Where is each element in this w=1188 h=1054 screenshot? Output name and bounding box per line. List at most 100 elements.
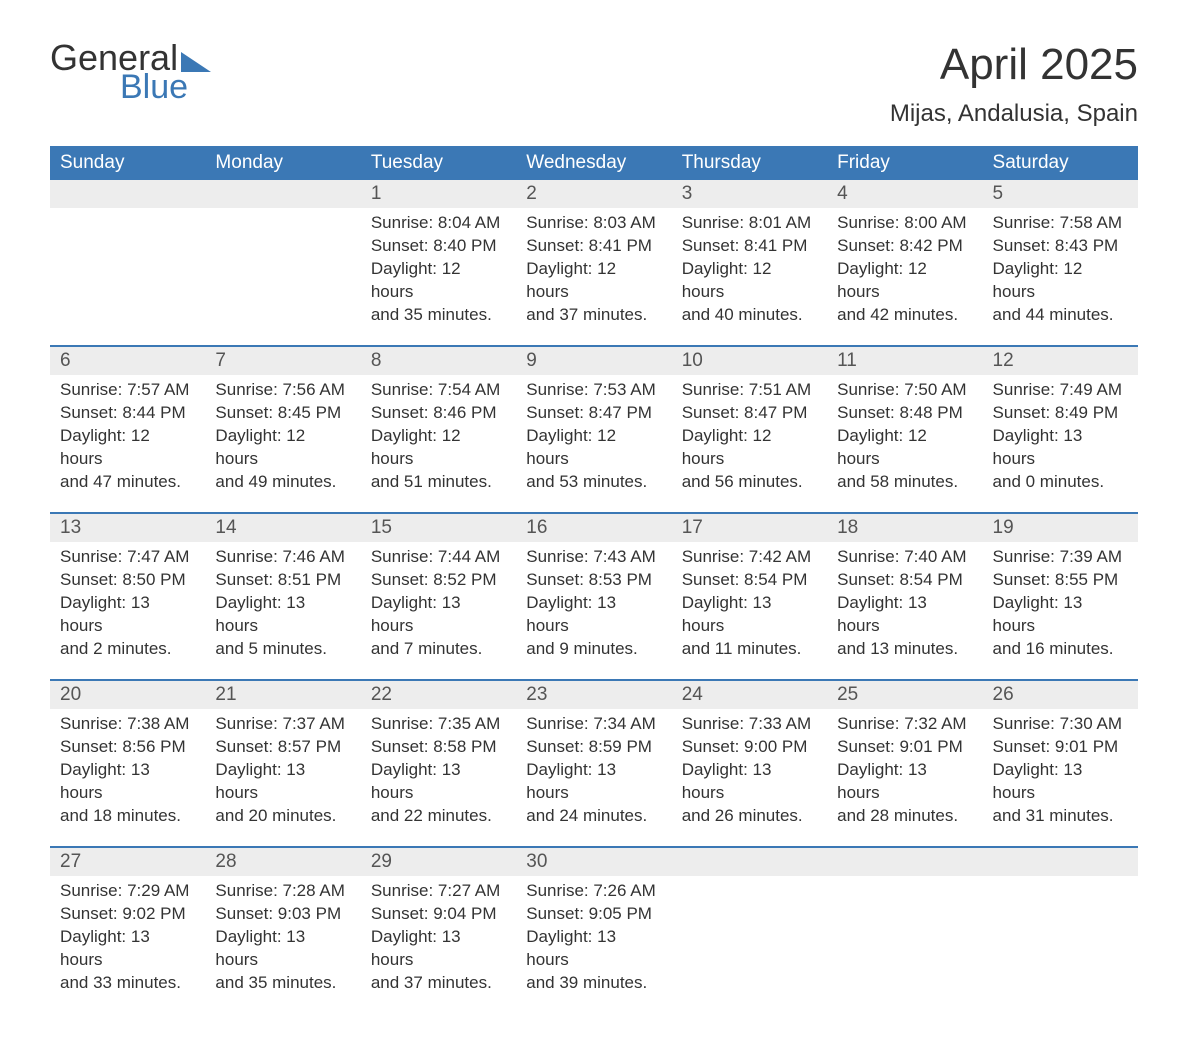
day-cell: Sunrise: 7:50 AMSunset: 8:48 PMDaylight:… <box>827 375 982 513</box>
day-cell: Sunrise: 7:58 AMSunset: 8:43 PMDaylight:… <box>983 208 1138 346</box>
week-body-row: Sunrise: 7:29 AMSunset: 9:02 PMDaylight:… <box>50 876 1138 1014</box>
day-cell: Sunrise: 8:04 AMSunset: 8:40 PMDaylight:… <box>361 208 516 346</box>
day-number-cell: 25 <box>827 680 982 709</box>
day-number-cell: 7 <box>205 346 360 375</box>
day-number: 18 <box>827 514 982 542</box>
day-header: Saturday <box>983 146 1138 180</box>
day-number: 12 <box>983 347 1138 375</box>
week-daynum-row: 12345 <box>50 180 1138 208</box>
day-details: Sunrise: 8:04 AMSunset: 8:40 PMDaylight:… <box>361 208 516 337</box>
week-body-row: Sunrise: 8:04 AMSunset: 8:40 PMDaylight:… <box>50 208 1138 346</box>
day-details: Sunrise: 7:40 AMSunset: 8:54 PMDaylight:… <box>827 542 982 671</box>
day-cell: Sunrise: 7:30 AMSunset: 9:01 PMDaylight:… <box>983 709 1138 847</box>
day-details: Sunrise: 7:54 AMSunset: 8:46 PMDaylight:… <box>361 375 516 504</box>
day-number: 13 <box>50 514 205 542</box>
day-cell: Sunrise: 7:26 AMSunset: 9:05 PMDaylight:… <box>516 876 671 1014</box>
day-cell: Sunrise: 7:44 AMSunset: 8:52 PMDaylight:… <box>361 542 516 680</box>
day-details: Sunrise: 7:46 AMSunset: 8:51 PMDaylight:… <box>205 542 360 671</box>
day-number-cell: 21 <box>205 680 360 709</box>
day-cell: Sunrise: 7:34 AMSunset: 8:59 PMDaylight:… <box>516 709 671 847</box>
day-header: Monday <box>205 146 360 180</box>
day-details: Sunrise: 7:42 AMSunset: 8:54 PMDaylight:… <box>672 542 827 671</box>
day-cell: Sunrise: 7:57 AMSunset: 8:44 PMDaylight:… <box>50 375 205 513</box>
day-details: Sunrise: 7:47 AMSunset: 8:50 PMDaylight:… <box>50 542 205 671</box>
day-details: Sunrise: 7:29 AMSunset: 9:02 PMDaylight:… <box>50 876 205 1005</box>
day-number: 19 <box>983 514 1138 542</box>
day-number-cell: 26 <box>983 680 1138 709</box>
day-cell: Sunrise: 7:28 AMSunset: 9:03 PMDaylight:… <box>205 876 360 1014</box>
day-number-cell: 19 <box>983 513 1138 542</box>
day-details: Sunrise: 7:51 AMSunset: 8:47 PMDaylight:… <box>672 375 827 504</box>
week-daynum-row: 13141516171819 <box>50 513 1138 542</box>
week-body-row: Sunrise: 7:57 AMSunset: 8:44 PMDaylight:… <box>50 375 1138 513</box>
day-number-cell: 5 <box>983 180 1138 208</box>
day-cell: Sunrise: 7:40 AMSunset: 8:54 PMDaylight:… <box>827 542 982 680</box>
day-details: Sunrise: 8:00 AMSunset: 8:42 PMDaylight:… <box>827 208 982 337</box>
day-details: Sunrise: 7:56 AMSunset: 8:45 PMDaylight:… <box>205 375 360 504</box>
day-number-cell: 14 <box>205 513 360 542</box>
day-number-cell: 16 <box>516 513 671 542</box>
day-cell: Sunrise: 7:33 AMSunset: 9:00 PMDaylight:… <box>672 709 827 847</box>
logo: General Blue <box>50 40 211 104</box>
day-cell: Sunrise: 7:35 AMSunset: 8:58 PMDaylight:… <box>361 709 516 847</box>
day-header: Thursday <box>672 146 827 180</box>
day-number: 21 <box>205 681 360 709</box>
day-number: 22 <box>361 681 516 709</box>
logo-word-blue: Blue <box>120 70 211 104</box>
day-cell: Sunrise: 7:49 AMSunset: 8:49 PMDaylight:… <box>983 375 1138 513</box>
day-details: Sunrise: 7:50 AMSunset: 8:48 PMDaylight:… <box>827 375 982 504</box>
day-number-cell: 12 <box>983 346 1138 375</box>
week-daynum-row: 27282930 <box>50 847 1138 876</box>
day-number-cell <box>672 847 827 876</box>
day-number-cell: 1 <box>361 180 516 208</box>
day-number: 5 <box>983 180 1138 208</box>
week-daynum-row: 20212223242526 <box>50 680 1138 709</box>
day-details: Sunrise: 8:03 AMSunset: 8:41 PMDaylight:… <box>516 208 671 337</box>
day-number-cell: 13 <box>50 513 205 542</box>
day-details: Sunrise: 7:38 AMSunset: 8:56 PMDaylight:… <box>50 709 205 838</box>
day-cell: Sunrise: 7:56 AMSunset: 8:45 PMDaylight:… <box>205 375 360 513</box>
day-details: Sunrise: 7:39 AMSunset: 8:55 PMDaylight:… <box>983 542 1138 671</box>
calendar-table: SundayMondayTuesdayWednesdayThursdayFrid… <box>50 146 1138 1014</box>
week-body-row: Sunrise: 7:47 AMSunset: 8:50 PMDaylight:… <box>50 542 1138 680</box>
day-number: 3 <box>672 180 827 208</box>
day-number-cell: 6 <box>50 346 205 375</box>
day-number-cell: 24 <box>672 680 827 709</box>
day-number-cell: 18 <box>827 513 982 542</box>
day-number: 30 <box>516 848 671 876</box>
day-number-cell <box>983 847 1138 876</box>
day-number-cell: 28 <box>205 847 360 876</box>
day-cell: Sunrise: 7:46 AMSunset: 8:51 PMDaylight:… <box>205 542 360 680</box>
day-number: 25 <box>827 681 982 709</box>
day-number-cell: 2 <box>516 180 671 208</box>
day-cell: Sunrise: 8:03 AMSunset: 8:41 PMDaylight:… <box>516 208 671 346</box>
day-cell: Sunrise: 8:01 AMSunset: 8:41 PMDaylight:… <box>672 208 827 346</box>
day-number: 20 <box>50 681 205 709</box>
day-cell: Sunrise: 7:39 AMSunset: 8:55 PMDaylight:… <box>983 542 1138 680</box>
location-subtitle: Mijas, Andalusia, Spain <box>890 100 1138 128</box>
title-block: April 2025 Mijas, Andalusia, Spain <box>890 40 1138 128</box>
week-daynum-row: 6789101112 <box>50 346 1138 375</box>
day-details: Sunrise: 8:01 AMSunset: 8:41 PMDaylight:… <box>672 208 827 337</box>
day-number: 15 <box>361 514 516 542</box>
day-cell <box>50 208 205 346</box>
day-number-cell: 27 <box>50 847 205 876</box>
day-details: Sunrise: 7:30 AMSunset: 9:01 PMDaylight:… <box>983 709 1138 838</box>
page-header: General Blue April 2025 Mijas, Andalusia… <box>50 40 1138 128</box>
day-header: Sunday <box>50 146 205 180</box>
day-number-cell: 9 <box>516 346 671 375</box>
day-number: 10 <box>672 347 827 375</box>
day-cell <box>672 876 827 1014</box>
day-number: 2 <box>516 180 671 208</box>
day-number: 23 <box>516 681 671 709</box>
day-number: 24 <box>672 681 827 709</box>
day-cell: Sunrise: 7:32 AMSunset: 9:01 PMDaylight:… <box>827 709 982 847</box>
day-cell: Sunrise: 7:53 AMSunset: 8:47 PMDaylight:… <box>516 375 671 513</box>
month-title: April 2025 <box>890 40 1138 90</box>
day-number-cell: 15 <box>361 513 516 542</box>
day-details: Sunrise: 7:32 AMSunset: 9:01 PMDaylight:… <box>827 709 982 838</box>
day-cell <box>205 208 360 346</box>
day-details: Sunrise: 7:44 AMSunset: 8:52 PMDaylight:… <box>361 542 516 671</box>
day-number: 6 <box>50 347 205 375</box>
day-number-cell <box>827 847 982 876</box>
